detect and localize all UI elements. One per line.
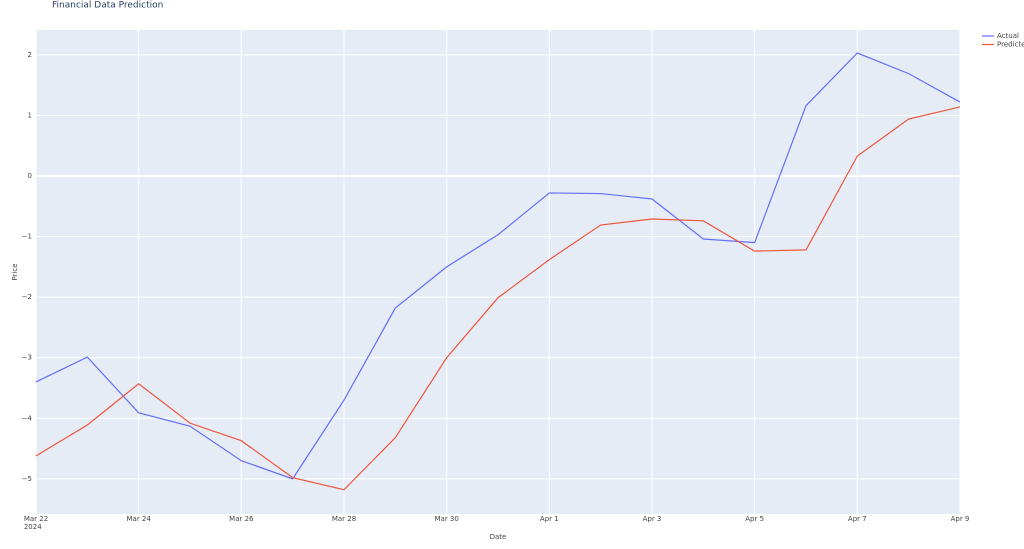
x-tick-label: Apr 9 xyxy=(950,515,970,523)
y-tick-label: 2 xyxy=(28,51,32,59)
x-tick-label: Apr 7 xyxy=(847,515,867,523)
x-axis-title: Date xyxy=(490,533,507,541)
x-tick-label: Apr 5 xyxy=(745,515,765,523)
y-tick-label: −2 xyxy=(22,293,32,301)
y-axis-title: Price xyxy=(11,263,19,280)
x-tick-label: Mar 24 xyxy=(126,515,151,523)
y-tick-label: −3 xyxy=(22,354,32,362)
legend-label: Predicted xyxy=(997,41,1024,49)
plot-background xyxy=(36,30,960,514)
y-tick-label: −5 xyxy=(22,475,32,483)
x-tick-label: Mar 22 2024 xyxy=(23,515,49,531)
y-tick-label: −4 xyxy=(22,414,33,422)
x-tick-label: Apr 1 xyxy=(539,515,559,523)
chart-title: Financial Data Prediction xyxy=(52,1,163,11)
y-tick-label: 1 xyxy=(28,111,32,119)
data-line xyxy=(35,52,961,480)
y-tick-label: −1 xyxy=(22,233,32,241)
legend-label: Actual xyxy=(997,32,1019,40)
x-tick-label: Mar 28 xyxy=(331,515,357,523)
x-tick-label: Mar 30 xyxy=(434,515,459,523)
y-tick-label: 0 xyxy=(28,172,32,180)
x-tick-label: Mar 26 xyxy=(229,515,254,523)
data-line xyxy=(35,106,961,491)
x-tick-label: Apr 3 xyxy=(642,515,662,523)
